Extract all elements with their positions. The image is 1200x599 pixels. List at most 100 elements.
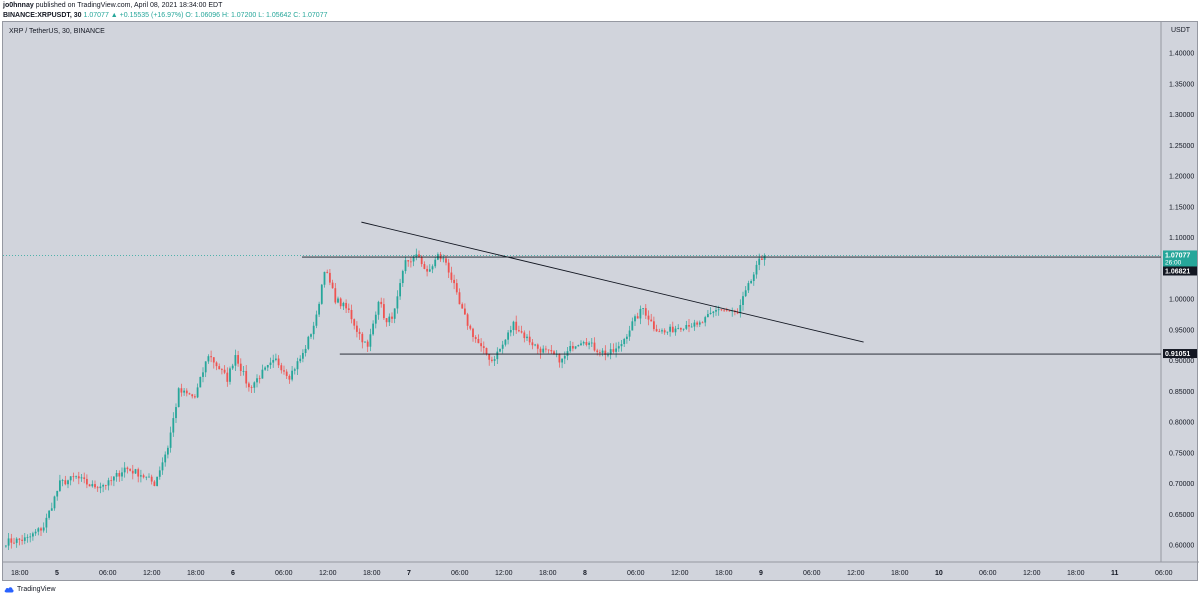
candle-body xyxy=(229,368,231,382)
candle-body xyxy=(599,352,601,353)
candle-body xyxy=(26,536,29,538)
x-tick-label: 7 xyxy=(407,570,411,577)
candle-body xyxy=(140,475,142,477)
x-tick-label: 18:00 xyxy=(11,570,29,577)
candle-body xyxy=(145,476,148,478)
candle-body xyxy=(245,370,248,384)
candle-body xyxy=(99,486,102,489)
candle-body xyxy=(609,349,612,355)
candle-body xyxy=(326,271,329,273)
candle-body xyxy=(491,359,493,361)
candle-body xyxy=(358,331,361,334)
candle-body xyxy=(639,308,642,319)
x-tick-label: 9 xyxy=(759,570,763,577)
candle-body xyxy=(88,484,91,487)
publisher-name[interactable]: jo0hnnay xyxy=(3,2,34,9)
candle-body xyxy=(56,490,59,497)
symbol-quote-line: BINANCE:XRPUSDT, 30 1.07077 ▲ +0.15535 (… xyxy=(3,11,327,21)
candle-body xyxy=(528,336,531,343)
x-tick-label: 06:00 xyxy=(99,570,117,577)
candle-body xyxy=(428,269,431,272)
candle-body xyxy=(569,346,572,352)
candle-body xyxy=(688,325,690,327)
candle-body xyxy=(223,369,226,373)
candle-body xyxy=(86,478,88,485)
x-tick-label: 6 xyxy=(231,570,235,577)
candle-body xyxy=(318,303,320,315)
candle-body xyxy=(291,370,293,380)
x-tick-label: 12:00 xyxy=(319,570,337,577)
y-tick-label: 0.60000 xyxy=(1169,543,1194,550)
y-tick-label: 0.90000 xyxy=(1169,358,1194,365)
x-tick-label: 06:00 xyxy=(451,570,469,577)
y-tick-label: 1.35000 xyxy=(1169,81,1194,88)
candle-body xyxy=(655,329,658,332)
candle-body xyxy=(315,314,318,326)
candle-body xyxy=(585,342,588,345)
y-tick-label: 1.25000 xyxy=(1169,143,1194,150)
candle-body xyxy=(150,476,153,482)
candle-body xyxy=(401,271,404,284)
candlestick-chart[interactable]: XRP / TetherUS, 30, BINANCE USDT 0.60000 0.… xyxy=(3,22,1199,582)
candle-body xyxy=(242,370,245,372)
candle-body xyxy=(493,359,496,361)
candle-body xyxy=(175,407,177,419)
chart-panel[interactable]: XRP / TetherUS, 30, BINANCE USDT 0.60000 0.… xyxy=(2,21,1199,582)
candle-body xyxy=(420,256,423,265)
candle-body xyxy=(123,467,126,473)
candle-body xyxy=(531,342,534,346)
candle-body xyxy=(666,331,669,333)
y-tick-label: 1.15000 xyxy=(1169,204,1194,211)
candle-body xyxy=(715,309,717,312)
candle-body xyxy=(364,341,366,343)
candle-body xyxy=(134,469,137,474)
candle-body xyxy=(307,336,310,349)
candle-body xyxy=(42,527,45,531)
candle-body xyxy=(269,362,272,365)
x-tick-label: 18:00 xyxy=(539,570,557,577)
x-tick-label: 18:00 xyxy=(891,570,909,577)
candle-body xyxy=(396,296,399,309)
x-tick-label: 06:00 xyxy=(803,570,821,577)
candle-body xyxy=(693,322,696,327)
candle-body xyxy=(582,342,585,344)
candle-body xyxy=(266,364,269,368)
candle-body xyxy=(658,331,661,333)
candle-body xyxy=(231,365,234,369)
candle-body xyxy=(461,304,464,309)
y-tick-label: 1.30000 xyxy=(1169,112,1194,119)
candle-body xyxy=(536,344,539,349)
candle-body xyxy=(180,388,183,393)
candle-body xyxy=(415,254,418,257)
tradingview-brand[interactable]: TradingView xyxy=(17,586,56,593)
candle-body xyxy=(329,272,331,283)
x-tick-label: 06:00 xyxy=(627,570,645,577)
candle-body xyxy=(385,318,388,323)
candle-body xyxy=(234,355,237,366)
candle-body xyxy=(431,266,434,270)
tradingview-cloud-icon xyxy=(4,587,14,593)
candle-body xyxy=(526,336,528,339)
candle-body xyxy=(366,341,369,347)
candle-body xyxy=(67,480,69,485)
y-tick-label: 1.40000 xyxy=(1169,51,1194,58)
candle-body xyxy=(102,485,104,487)
y-tick-label: 0.85000 xyxy=(1169,389,1194,396)
candle-body xyxy=(696,322,698,325)
candle-body xyxy=(280,365,283,371)
candle-body xyxy=(202,372,204,377)
candle-body xyxy=(372,323,374,335)
x-tick-label: 12:00 xyxy=(847,570,865,577)
candle-body xyxy=(212,357,215,363)
candle-body xyxy=(761,258,763,260)
candle-body xyxy=(75,476,77,478)
y-tick-label: 1.20000 xyxy=(1169,174,1194,181)
candle-body xyxy=(566,351,569,356)
candle-body xyxy=(539,348,542,353)
candle-body xyxy=(50,508,53,511)
candle-body xyxy=(445,258,447,263)
candle-body xyxy=(32,533,34,537)
candle-body xyxy=(418,254,420,257)
candle-body xyxy=(607,354,609,356)
candle-body xyxy=(21,539,23,541)
